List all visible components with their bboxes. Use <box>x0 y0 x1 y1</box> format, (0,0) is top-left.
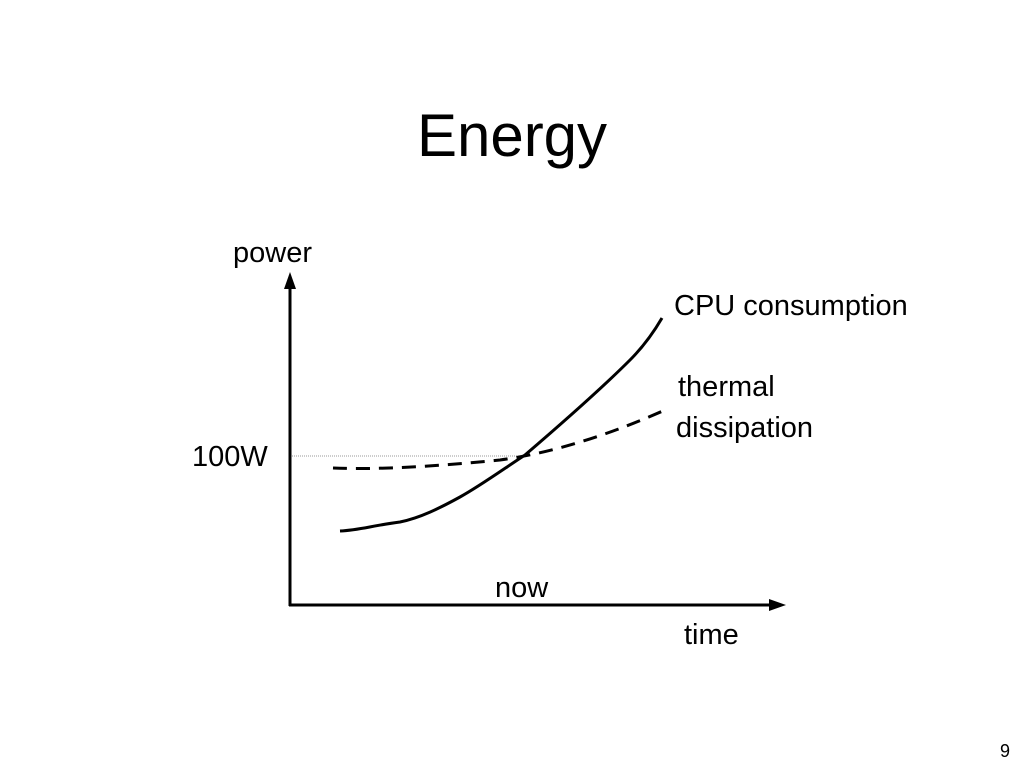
thermal-dissipation-label: thermal dissipation <box>676 371 813 444</box>
x-axis-arrowhead <box>769 599 786 611</box>
now-label: now <box>495 572 549 604</box>
thermal-dissipation-curve <box>332 408 666 471</box>
y-axis-arrowhead <box>284 272 296 289</box>
y-axis-label: power <box>233 237 312 269</box>
cpu-consumption-label: CPU consumption <box>674 290 908 322</box>
thermal-dissipation-label-line-1: thermal <box>678 371 775 403</box>
level-label: 100W <box>192 441 268 473</box>
slide-page-number: 9 <box>999 741 1010 761</box>
x-axis-label: time <box>684 619 739 651</box>
cpu-consumption-curve <box>339 317 664 533</box>
thermal-dissipation-label-line-2: dissipation <box>676 412 813 444</box>
slide-title: Energy <box>416 102 608 169</box>
